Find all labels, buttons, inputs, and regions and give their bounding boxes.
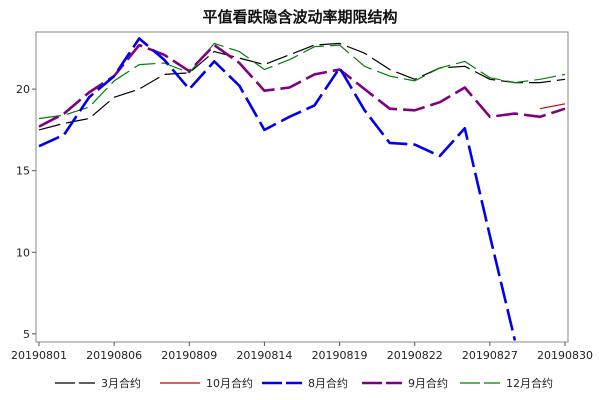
- series-layer: [38, 37, 566, 341]
- plot-area-frame: [35, 31, 569, 343]
- series-line-3: [38, 37, 517, 341]
- x-tick-label: 20190819: [312, 349, 368, 362]
- x-tick-label: 20190827: [462, 349, 518, 362]
- legend-label: 10月合约: [206, 376, 253, 390]
- x-axis: 20190801 20190806 20190809 20190814 20190819…: [11, 342, 593, 362]
- x-tick-label: 20190830: [537, 349, 593, 362]
- y-tick-label: 15: [16, 165, 30, 178]
- x-tick-label: 20190809: [161, 349, 217, 362]
- legend-label: 9月合约: [408, 376, 448, 390]
- y-axis: 5 10 15 20: [16, 83, 36, 341]
- chart-title: 平值看跌隐含波动率期限结构: [202, 8, 397, 26]
- x-tick-label: 20190822: [387, 349, 443, 362]
- y-tick-label: 20: [16, 83, 30, 96]
- x-tick-label: 20190814: [236, 349, 292, 362]
- legend-label: 8月合约: [308, 376, 348, 390]
- series-line-2: [539, 103, 566, 110]
- y-tick-label: 10: [16, 246, 30, 259]
- series-line-4: [38, 43, 566, 128]
- x-tick-label: 20190806: [86, 349, 142, 362]
- series-line-5: [38, 42, 566, 120]
- series-line-1: [38, 42, 566, 131]
- y-tick-label: 5: [23, 328, 30, 341]
- legend-label: 3月合约: [101, 376, 141, 390]
- legend-label: 12月合约: [506, 376, 553, 390]
- legend: 3月合约 10月合约 8月合约 9月合约 12月合约: [55, 376, 553, 390]
- x-tick-label: 20190801: [11, 349, 67, 362]
